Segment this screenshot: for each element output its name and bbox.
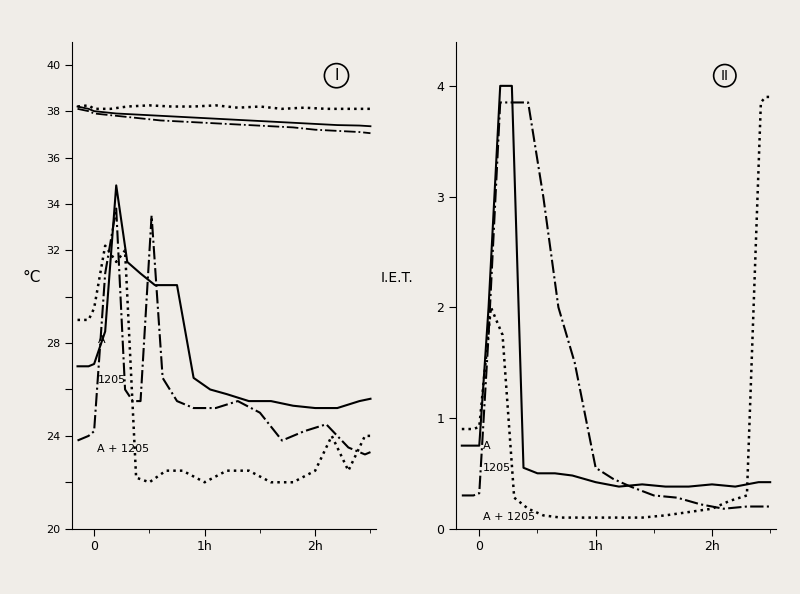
Y-axis label: I.E.T.: I.E.T. [381,271,414,285]
Text: A + 1205: A + 1205 [482,512,535,522]
Text: A: A [98,335,105,345]
Text: 1205: 1205 [482,463,511,473]
Text: II: II [721,69,729,83]
Text: A: A [482,441,490,451]
Text: 1205: 1205 [98,375,126,384]
Text: I: I [334,68,338,83]
Text: A + 1205: A + 1205 [98,444,150,454]
Y-axis label: °C: °C [23,270,42,285]
